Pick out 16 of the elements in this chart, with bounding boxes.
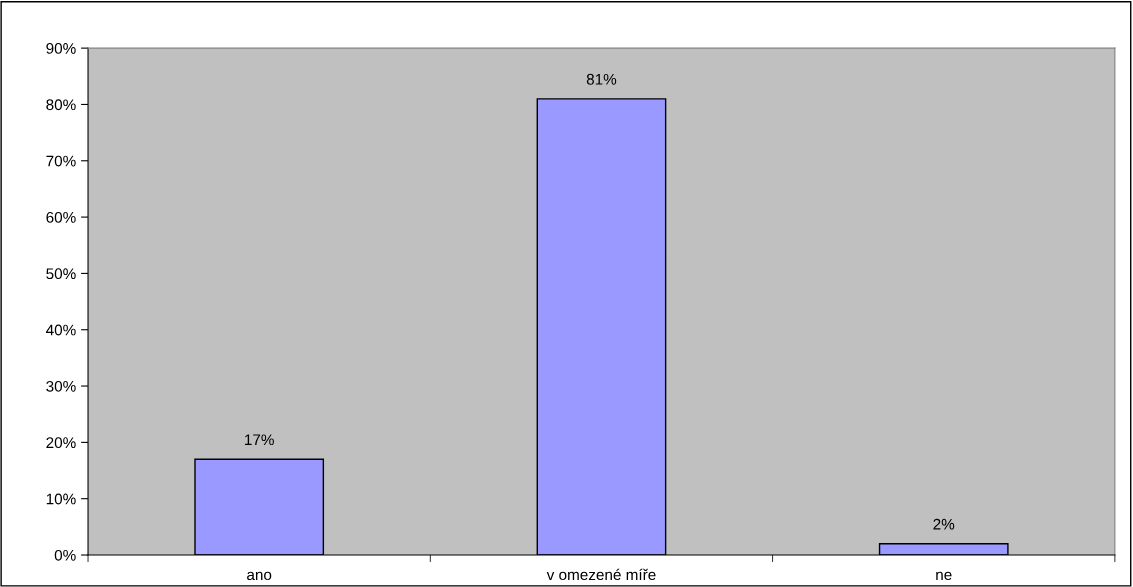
y-tick-label: 50%: [46, 268, 76, 280]
y-tick-label: 10%: [46, 493, 76, 505]
y-tick-label: 80%: [46, 99, 76, 111]
x-tick-label: ne: [936, 571, 952, 581]
y-tick-label: 20%: [46, 437, 76, 449]
x-tick-label: ano: [247, 571, 272, 581]
y-tick-label: 60%: [46, 211, 76, 223]
data-label: 2%: [933, 518, 955, 530]
y-tick-label: 0%: [54, 549, 76, 561]
data-label: 17%: [245, 434, 274, 446]
y-tick-label: 70%: [46, 155, 76, 167]
y-tick-label: 30%: [46, 380, 76, 392]
data-label: 81%: [586, 73, 617, 85]
y-tick-label: 90%: [46, 43, 76, 54]
y-tick-label: 40%: [46, 324, 76, 336]
x-tick-label: v omezené míře: [546, 568, 656, 581]
